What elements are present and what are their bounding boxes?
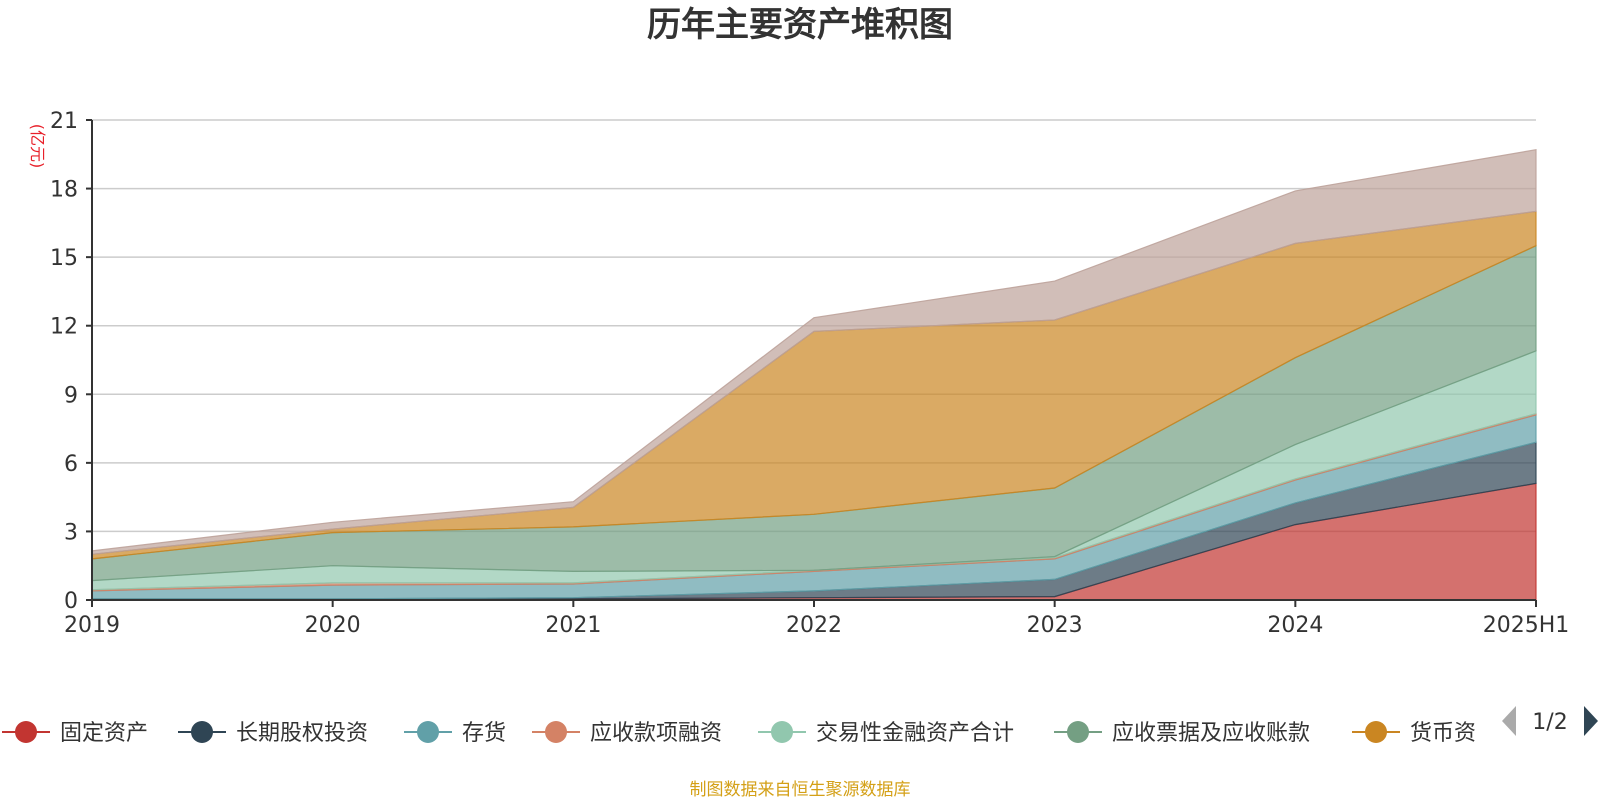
legend-marker-icon [15, 721, 37, 743]
legend-item-5[interactable]: 应收票据及应收账款 [1054, 721, 1310, 746]
legend-marker-icon [545, 721, 567, 743]
area-series [91, 148, 1537, 601]
legend-label: 应收票据及应收账款 [1112, 721, 1310, 746]
legend-label: 应收款项融资 [590, 721, 722, 746]
y-axis-unit-label: (亿元) [28, 124, 47, 169]
legend-marker-icon [771, 721, 793, 743]
area-series-7[interactable] [91, 148, 1537, 555]
legend-item-0[interactable]: 固定资产 [2, 721, 148, 746]
legend-label: 货币资 [1410, 721, 1476, 746]
legend-prev-arrow-icon[interactable] [1502, 706, 1516, 736]
y-tick-label: 12 [50, 315, 78, 340]
x-tick-label: 2022 [786, 613, 842, 638]
chart-title: 历年主要资产堆积图 [647, 5, 953, 45]
y-tick-label: 18 [50, 178, 78, 203]
x-tick-label: 2021 [545, 613, 601, 638]
x-tick-label: 2025H1 [1483, 613, 1570, 638]
legend-next-arrow-icon[interactable] [1584, 706, 1598, 736]
legend-pager: 1/2 [1502, 706, 1598, 736]
legend-item-2[interactable]: 存货 [404, 721, 506, 746]
legend-marker-icon [1365, 721, 1387, 743]
x-axis-tick-labels: 2019 2020 2021 2022 2023 2024 2025H1 [64, 613, 1569, 638]
x-tick-label: 2019 [64, 613, 120, 638]
source-note: 制图数据来自恒生聚源数据库 [690, 780, 911, 800]
axes [86, 119, 1537, 607]
legend-marker-icon [417, 721, 439, 743]
legend-label: 存货 [462, 721, 506, 746]
y-tick-label: 0 [64, 589, 78, 614]
legend-item-3[interactable]: 应收款项融资 [532, 721, 722, 746]
legend-label: 固定资产 [60, 721, 148, 746]
x-tick-label: 2020 [305, 613, 361, 638]
y-tick-label: 15 [50, 246, 78, 271]
legend-page-indicator: 1/2 [1532, 710, 1567, 735]
x-tick-label: 2024 [1267, 613, 1323, 638]
y-axis-tick-labels: 0 3 6 9 12 15 18 21 [50, 109, 78, 614]
legend-label: 长期股权投资 [236, 721, 368, 746]
legend-item-4[interactable]: 交易性金融资产合计 [758, 721, 1014, 746]
legend-item-1[interactable]: 长期股权投资 [178, 721, 368, 746]
y-tick-label: 9 [64, 383, 78, 408]
x-tick-label: 2023 [1027, 613, 1083, 638]
legend: 固定资产 长期股权投资 存货 应收款项融资 交易性金融资产合计 应收票据及应收账款 货币资 [2, 721, 1476, 746]
y-tick-label: 6 [64, 452, 78, 477]
legend-label: 交易性金融资产合计 [816, 721, 1014, 746]
y-tick-label: 3 [64, 520, 78, 545]
legend-item-6[interactable]: 货币资 [1352, 721, 1476, 746]
y-tick-label: 21 [50, 109, 78, 134]
legend-marker-icon [1067, 721, 1089, 743]
legend-marker-icon [191, 721, 213, 743]
